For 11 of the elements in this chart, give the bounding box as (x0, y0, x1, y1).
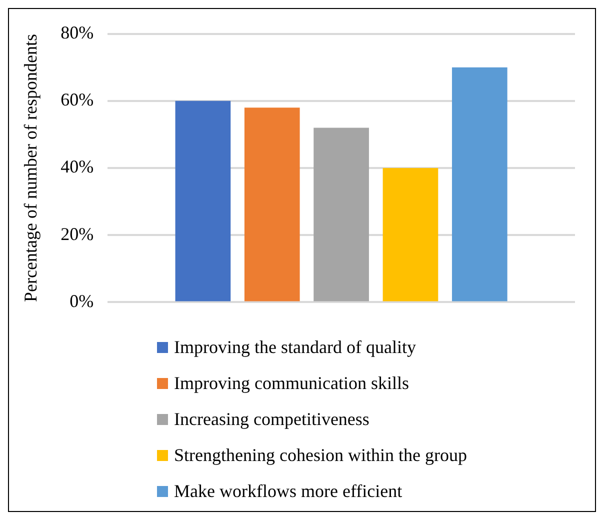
y-tick-label: 60% (60, 90, 94, 110)
y-tick-label: 40% (60, 156, 94, 177)
legend-label: Strengthening cohesion within the group (174, 444, 467, 466)
legend-label: Improving communication skills (174, 372, 409, 394)
y-axis-title: Percentage of number of respondents (20, 34, 41, 302)
y-tick-label: 20% (60, 224, 94, 244)
legend-label: Improving the standard of quality (174, 336, 416, 358)
legend-label: Make workflows more efficient (174, 480, 402, 502)
legend-label: Increasing competitiveness (174, 408, 370, 430)
y-tick-label: 0% (70, 290, 94, 311)
y-tick-label: 80% (60, 22, 94, 43)
